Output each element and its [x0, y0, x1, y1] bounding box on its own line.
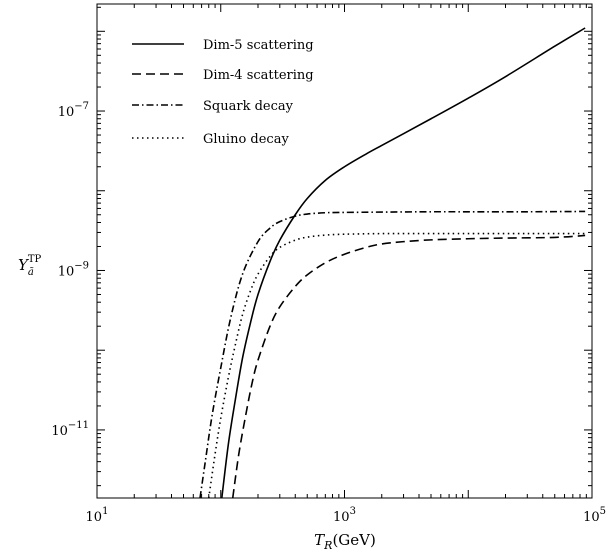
- series-lines: [199, 27, 586, 498]
- legend-label: Gluino decay: [203, 132, 289, 147]
- legend: Dim-5 scattering Dim-4 scattering Squark d…: [132, 38, 314, 147]
- y-tick-label: 10−9: [58, 260, 89, 279]
- series-line-dashdot: [199, 210, 586, 498]
- y-axis-label: YãTP: [18, 254, 42, 278]
- axis-ticks: [96, 4, 592, 498]
- x-tick-label: 103: [333, 506, 356, 525]
- series-line-dashed: [231, 234, 586, 498]
- legend-label: Dim-5 scattering: [203, 38, 314, 53]
- plot-frame: [96, 3, 593, 499]
- legend-label: Dim-4 scattering: [203, 68, 314, 83]
- y-tick-label: 10−11: [51, 420, 89, 439]
- x-tick-label: 105: [583, 506, 606, 525]
- y-tick-label: 10−7: [58, 101, 89, 120]
- legend-label: Squark decay: [203, 99, 294, 114]
- x-axis-label: TR(GeV): [314, 531, 376, 552]
- series-line-solid: [221, 27, 586, 498]
- tick-labels: 101 103 105 10−11 10−9 10−7: [51, 101, 606, 525]
- x-tick-label: 101: [86, 506, 109, 525]
